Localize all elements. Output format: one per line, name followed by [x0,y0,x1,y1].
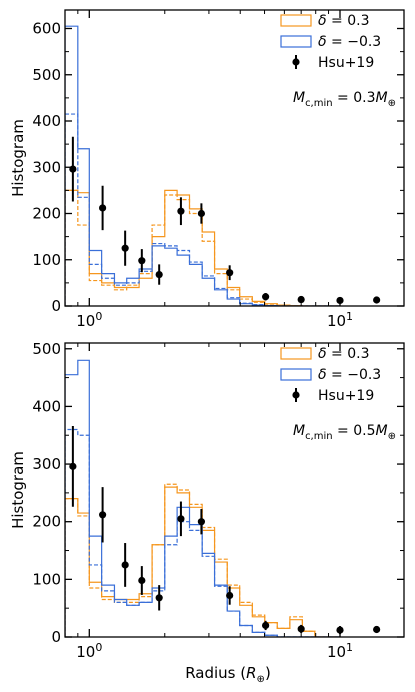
legend: δ = 0.3 δ = −0.3 Hsu+19 [280,13,381,71]
axes-frame [64,9,405,307]
histogram-blue-dashed [65,428,340,637]
legend-swatch-blue [280,35,312,48]
legend-label: δ = −0.3 [318,34,381,50]
data-point [373,625,381,634]
legend-swatch-orange [280,14,312,27]
x-tick-label: 100 [76,641,102,661]
legend: δ = 0.3 δ = −0.3 Hsu+19 [280,346,381,404]
y-tick-label: 100 [32,251,61,269]
y-tick-label: 0 [51,297,61,315]
data-point [297,295,305,304]
histogram-blue-solid [65,25,340,306]
legend-label: δ = 0.3 [318,346,369,362]
y-tick-label: 200 [32,513,61,531]
y-tick-label: 300 [32,158,61,176]
data-point [69,165,77,173]
data-point [99,204,107,212]
y-tick-label: 400 [32,397,61,415]
data-point [197,518,206,526]
legend-label: δ = −0.3 [318,367,381,383]
y-tick-label: 500 [32,66,61,84]
data-point [262,621,270,630]
data-point [138,257,146,265]
y-tick-label: 0 [51,628,61,646]
histogram-blue-solid [65,359,340,637]
histogram-blue-dashed [65,113,340,306]
data-point [262,293,270,301]
data-point [177,207,185,215]
legend-swatch-blue [280,368,312,381]
y-axis-label: Histogram [9,119,27,197]
x-tick-label: 101 [327,310,353,330]
plot-area [65,359,381,637]
data-point [138,576,146,585]
legend-label: Hsu+19 [318,388,374,404]
legend-point-marker [292,58,300,66]
y-tick-label: 100 [32,570,61,588]
data-point [226,591,234,600]
legend-label: Hsu+19 [318,55,374,71]
y-tick-label: 600 [32,20,61,38]
plot-area [65,25,381,306]
panel-top: 0 100 200 300 400 500 600 100 101 Histogram δ = 0.… [9,9,405,330]
x-tick-label: 101 [327,641,353,661]
y-axis-label: Histogram [9,451,27,529]
annotation: Mc,min = 0.3M⊕ [293,90,396,109]
x-axis-label: Radius (R⊕) [185,664,271,685]
data-point [155,594,163,602]
data-point [226,269,234,277]
data-point [155,270,163,279]
legend-swatch-orange [280,347,312,360]
histogram-orange-dashed [65,189,340,306]
data-point [121,244,129,252]
data-point [297,625,305,633]
axes-frame [64,342,405,638]
y-tick-label: 400 [32,112,61,130]
legend-point-marker [292,391,300,399]
y-tick-label: 200 [32,205,61,223]
legend-label: δ = 0.3 [318,13,369,29]
data-point [121,561,129,569]
y-tick-label: 300 [32,455,61,473]
data-point [197,209,206,218]
data-point [177,515,185,523]
data-point [373,296,381,304]
data-point [99,511,107,519]
annotation: Mc,min = 0.5M⊕ [293,423,396,442]
histogram-orange-solid [65,189,340,306]
y-tick-label: 500 [32,340,61,358]
x-tick-label: 100 [76,310,102,330]
histogram-orange-dashed [65,483,340,637]
